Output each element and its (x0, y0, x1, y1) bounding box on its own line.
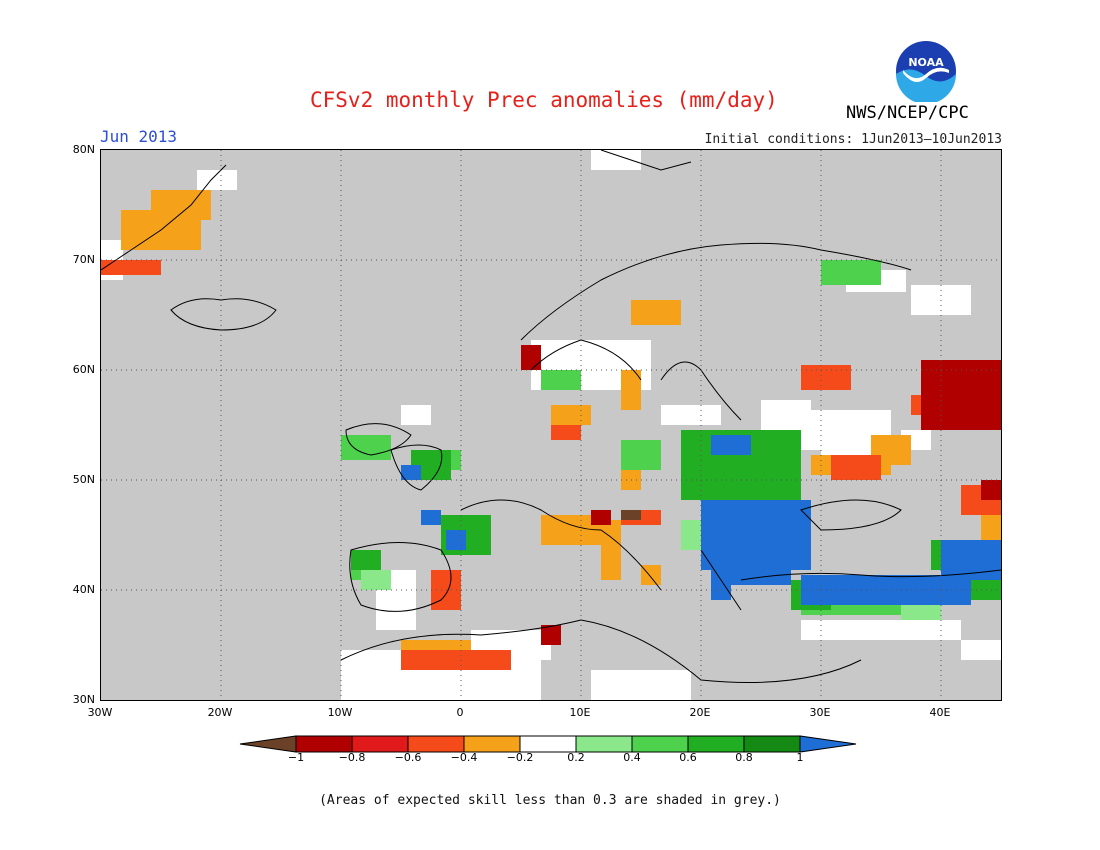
legend-swatch (519, 735, 577, 753)
legend-tick-label: −0.8 (338, 751, 366, 764)
legend-swatch (687, 735, 745, 753)
legend-tick-label: −0.2 (506, 751, 534, 764)
anomaly-map (100, 149, 1002, 700)
lat-label: 40N (72, 583, 95, 596)
graticule (101, 150, 1001, 700)
forecast-month: Jun 2013 (100, 127, 178, 146)
noaa-logo: NOAA (896, 41, 956, 102)
legend-swatch (575, 735, 633, 753)
legend-tick-label: 0.8 (735, 751, 753, 764)
legend-tick-label: 0.2 (567, 751, 585, 764)
lon-label: 30W (87, 706, 113, 719)
lon-label: 0 (456, 706, 464, 719)
legend-arrow-high (799, 735, 857, 753)
legend-tick-label: −1 (287, 751, 305, 764)
initial-conditions: Initial conditions: 1Jun2013–10Jun2013 (704, 132, 1002, 147)
legend-swatch (351, 735, 409, 753)
lat-label: 30N (72, 693, 95, 706)
lat-label: 60N (72, 363, 95, 376)
legend-swatch (743, 735, 801, 753)
skill-footnote: (Areas of expected skill less than 0.3 a… (319, 793, 781, 808)
lat-label: 70N (72, 253, 95, 266)
lon-label: 20E (689, 706, 711, 719)
coastlines (100, 149, 1002, 683)
legend-tick-label: 1 (796, 751, 804, 764)
legend-swatch (463, 735, 521, 753)
agency-label: NWS/NCEP/CPC (846, 103, 969, 123)
legend-swatch (295, 735, 353, 753)
legend-tick-label: 0.6 (679, 751, 697, 764)
lon-label: 40E (929, 706, 951, 719)
legend-swatch (631, 735, 689, 753)
legend-swatch (407, 735, 465, 753)
lat-label: 50N (72, 473, 95, 486)
lon-label: 10W (327, 706, 353, 719)
map-panel (100, 149, 1002, 701)
legend-arrow-low (239, 735, 297, 753)
legend-tick-label: −0.4 (450, 751, 478, 764)
lon-label: 30E (809, 706, 831, 719)
lon-label: 10E (569, 706, 591, 719)
lon-label: 20W (207, 706, 233, 719)
legend-colorbar (239, 735, 857, 753)
anomaly-cells (101, 150, 1001, 700)
lat-label: 80N (72, 143, 95, 156)
legend-tick-label: −0.6 (394, 751, 422, 764)
svg-text:NOAA: NOAA (908, 56, 944, 69)
legend-tick-label: 0.4 (623, 751, 641, 764)
